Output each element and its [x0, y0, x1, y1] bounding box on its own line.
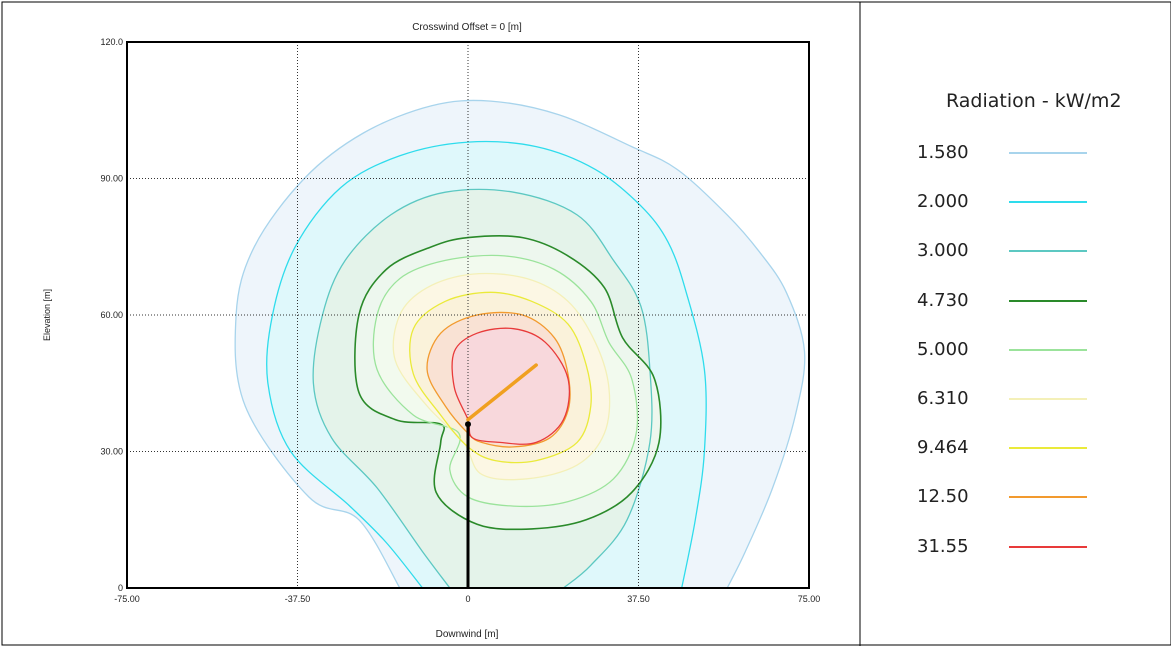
- legend-value: 6.310: [917, 388, 969, 409]
- chart-title: Crosswind Offset = 0 [m]: [412, 22, 522, 33]
- legend-value: 5.000: [917, 338, 969, 360]
- contour-fills: [235, 100, 805, 588]
- legend-title: Radiation - kW/m2: [946, 90, 1122, 112]
- x-tick-label: -37.50: [285, 594, 311, 604]
- gridlines: [127, 42, 809, 588]
- legend-value: 1.580: [917, 142, 969, 163]
- y-tick-label: 60.00: [100, 310, 123, 320]
- legend-item: 1.580: [917, 141, 1157, 165]
- contour-line-0: [234, 99, 806, 588]
- legend-item: 31.55: [917, 535, 1157, 559]
- x-tick-label: -75.00: [114, 594, 140, 604]
- legend-swatch: [1009, 201, 1087, 204]
- x-tick-label: 37.50: [627, 594, 650, 604]
- legend-value: 31.55: [917, 535, 969, 557]
- legend-item: 5.000: [917, 338, 1157, 362]
- legend-value: 2.000: [917, 191, 969, 213]
- plot-border: [126, 41, 810, 589]
- legend-item: 12.50: [917, 485, 1157, 509]
- contour-lines: [234, 99, 806, 588]
- legend-value: 4.730: [917, 289, 969, 311]
- contour-line-7: [426, 311, 571, 448]
- y-tick-label: 90.00: [100, 174, 123, 184]
- legend-swatch: [1009, 398, 1087, 400]
- x-axis-label: Downwind [m]: [436, 629, 499, 640]
- x-tick-label: 0: [465, 594, 470, 604]
- legend-swatch: [1009, 447, 1087, 450]
- x-tick-label: 75.00: [798, 594, 821, 604]
- y-axis-label: Elevation [m]: [42, 289, 52, 341]
- legend-item: 4.730: [917, 289, 1157, 313]
- legend: Radiation - kW/m2 1.580 2.000 3.000 4.730 5.…: [862, 0, 1171, 646]
- legend-value: 12.50: [917, 486, 969, 508]
- legend-value: 9.464: [917, 437, 969, 459]
- legend-swatch: [1009, 496, 1087, 499]
- legend-swatch: [1009, 545, 1087, 548]
- legend-item: 6.310: [917, 387, 1157, 411]
- legend-item: 9.464: [917, 436, 1157, 460]
- flare-stack: [465, 363, 538, 588]
- contour-line-6: [409, 291, 592, 464]
- stack-tip-marker: [465, 421, 471, 428]
- contour-line-8: [451, 327, 570, 445]
- flame-line: [466, 363, 538, 422]
- legend-value: 3.000: [917, 240, 969, 262]
- y-axis-ticks: 0 30.00 60.00 90.00 120.0: [100, 37, 123, 593]
- legend-item: 2.000: [917, 190, 1157, 214]
- legend-item: 3.000: [917, 239, 1157, 263]
- y-tick-label: 120.0: [100, 37, 123, 47]
- contour-line-1: [266, 140, 707, 588]
- contour-line-2: [312, 188, 653, 588]
- legend-swatch: [1009, 152, 1087, 154]
- contour-line-5: [392, 272, 611, 481]
- y-tick-label: 0: [118, 583, 123, 593]
- x-axis-ticks: -75.00 -37.50 0 37.50 75.00: [114, 594, 820, 604]
- legend-swatch: [1009, 250, 1087, 253]
- legend-swatch: [1009, 348, 1087, 351]
- contour-line-4: [372, 254, 639, 508]
- y-tick-label: 30.00: [100, 447, 123, 457]
- legend-swatch: [1009, 299, 1087, 302]
